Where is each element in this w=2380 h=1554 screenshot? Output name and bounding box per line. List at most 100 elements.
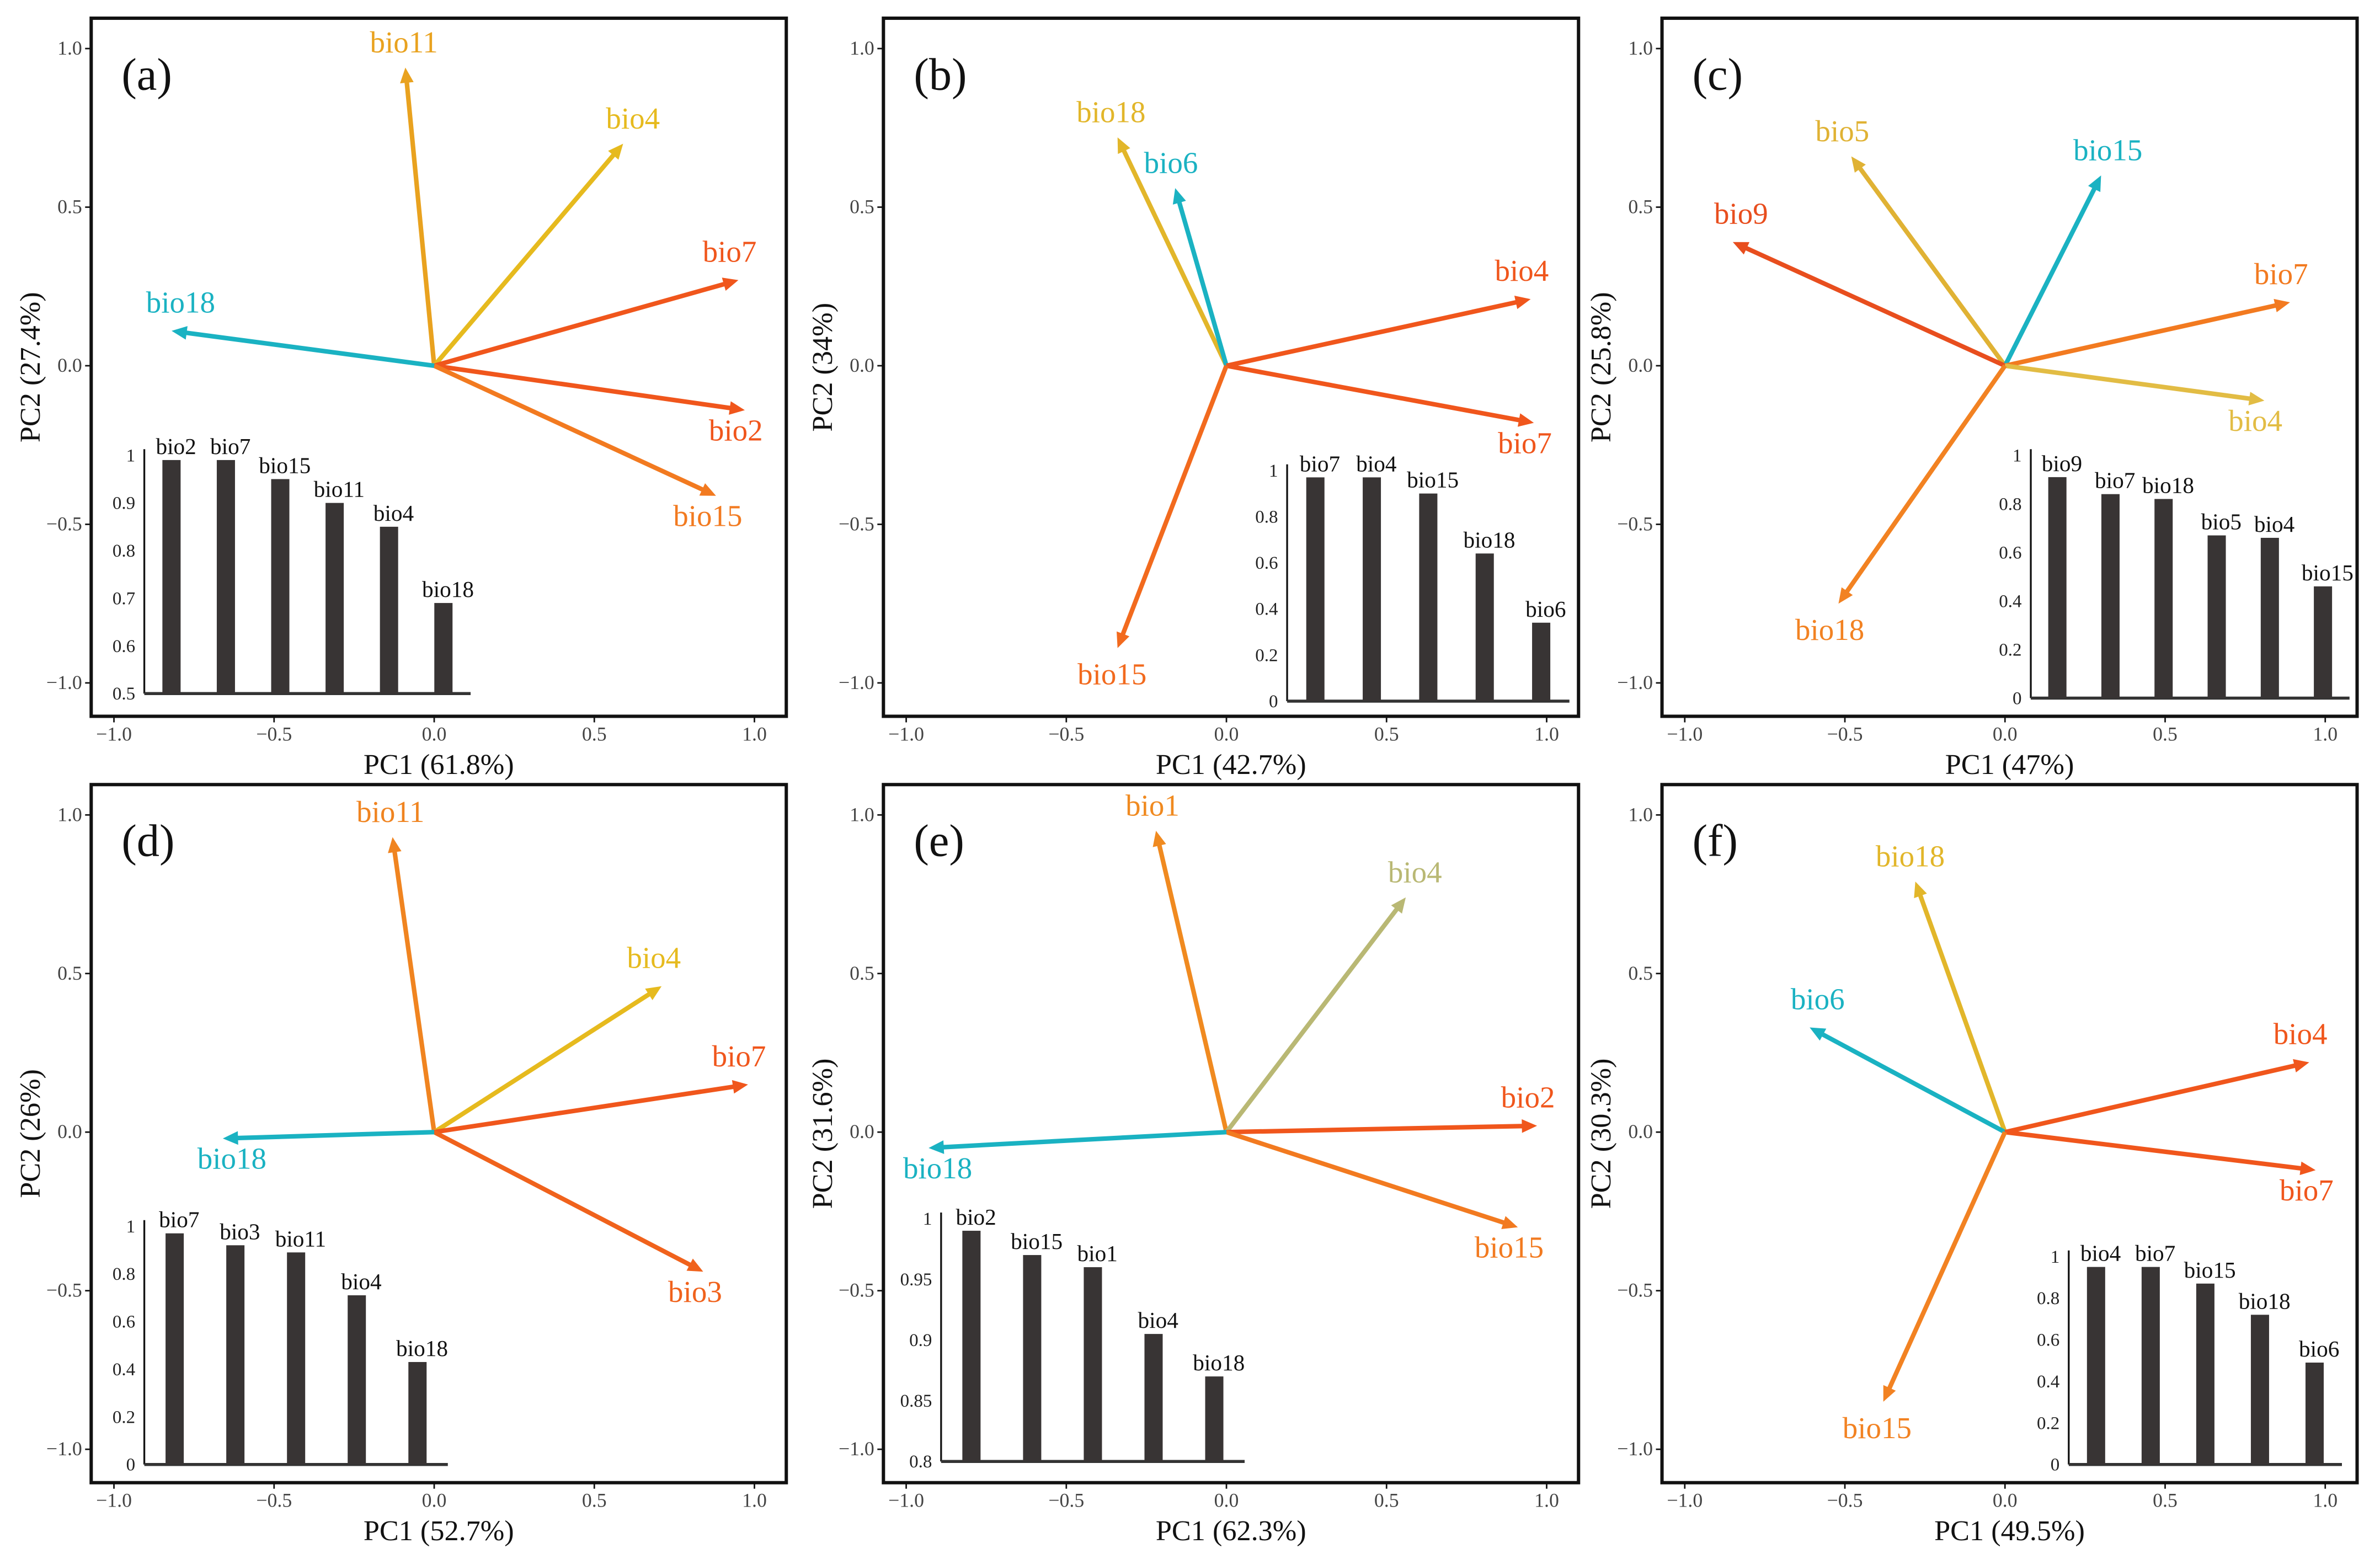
y-tick-label: −0.5 [839, 1279, 874, 1301]
inset-bar-bio5 [2207, 535, 2226, 698]
inset-y-tick-label: 0.6 [1255, 553, 1278, 573]
vector-line [434, 1083, 740, 1135]
vector-bio6: bio6 [1791, 982, 2007, 1134]
vector-bio18: bio18 [146, 286, 435, 369]
inset-bar-bio7 [2141, 1267, 2160, 1465]
x-tick-label: 1.0 [2313, 723, 2338, 745]
arrowhead-icon [699, 483, 716, 496]
vector-label: bio7 [1498, 426, 1552, 460]
vector-label: bio18 [903, 1151, 972, 1185]
x-tick-label: 0.5 [1374, 1489, 1399, 1512]
vector-bio18: bio18 [1795, 364, 2007, 647]
inset-bar-bio4 [348, 1295, 366, 1465]
x-tick-label: −0.5 [1827, 723, 1863, 745]
arrowhead-icon [729, 401, 745, 415]
vector-bio18: bio18 [1876, 840, 2008, 1133]
y-tick-label: 1.0 [850, 803, 874, 825]
panel-d: (d) 1.0 0.5 0.0 −0.5 −1.0 −1.0 −0.5 0.0 0.5 1.0 PC1… [14, 783, 788, 1547]
inset-bar-bio4 [2260, 537, 2279, 698]
arrowhead-icon [222, 1131, 238, 1145]
vector-bio7: bio7 [1226, 363, 1552, 460]
inset-bar-label: bio7 [2095, 468, 2135, 493]
x-axis-label: PC1 (52.7%) [364, 1515, 514, 1547]
inset-y-tick-label: 0.5 [113, 684, 135, 704]
x-tick-label: 1.0 [1534, 723, 1559, 745]
vector-bio4: bio4 [433, 941, 681, 1134]
vector-bio11: bio11 [356, 795, 437, 1133]
plot-frame [1660, 783, 2359, 1484]
x-tick-label: −0.5 [1048, 723, 1084, 745]
inset-bar-bio7 [1306, 477, 1325, 701]
vector-label: bio7 [2254, 257, 2308, 291]
plot-frame [882, 16, 1581, 718]
vector-line [1226, 1123, 1528, 1135]
vector-label: bio4 [1495, 254, 1549, 287]
inset-bar-label: bio4 [341, 1269, 381, 1294]
arrowhead-icon [388, 837, 402, 853]
inset-bar-label: bio4 [2080, 1241, 2121, 1266]
inset-bar-bio9 [2048, 477, 2067, 698]
arrowhead-icon [2299, 1161, 2316, 1176]
panel-letter: (c) [1693, 49, 1743, 99]
inset-bar-bio11 [325, 503, 344, 694]
inset-y-tick-label: 0.6 [113, 1312, 135, 1332]
y-tick-label: 0.0 [1628, 354, 1653, 376]
vector-line [391, 846, 437, 1133]
y-tick-label: 0.0 [57, 354, 82, 376]
y-tick-label: 1.0 [57, 37, 82, 59]
vector-line [432, 149, 619, 367]
arrowhead-icon [1914, 882, 1927, 899]
arrowhead-icon [1732, 242, 1750, 255]
arrowhead-icon [1838, 587, 1853, 604]
inset-bar-bio18 [434, 603, 453, 694]
x-axis-label: PC1 (61.8%) [364, 749, 514, 781]
inset-bar-label: bio1 [1077, 1241, 1118, 1266]
x-tick-label: 1.0 [742, 723, 767, 745]
inset-y-tick-label: 0 [1269, 692, 1278, 712]
y-axis-label: PC2 (30.3%) [1585, 1059, 1617, 1209]
vector-line [2004, 1130, 2307, 1172]
vector-bio7: bio7 [2004, 1130, 2334, 1207]
y-tick-label: −0.5 [1617, 512, 1653, 535]
vector-line [2004, 302, 2282, 369]
vector-bio15: bio15 [2003, 133, 2142, 367]
vector-line [1225, 1130, 1510, 1227]
inset-y-tick-label: 0.7 [113, 589, 135, 608]
inset-bar-chart: 0 0.2 0.4 0.6 0.8 1 bio7 bio4 bio15 bio18 bio6 [1255, 451, 1570, 712]
panel-letter: (d) [121, 815, 174, 866]
vector-line [2004, 363, 2256, 402]
y-tick-label: 0.5 [850, 196, 874, 218]
inset-bar-chart: 0.8 0.85 0.9 0.95 1 bio2 bio15 bio1 bio4 bio18 [900, 1204, 1245, 1472]
inset-y-tick-label: 0 [126, 1455, 136, 1475]
inset-y-tick-label: 0.2 [1999, 640, 2021, 660]
vector-label: bio15 [1843, 1411, 1912, 1445]
y-tick-label: −1.0 [1617, 671, 1653, 693]
inset-bar-label: bio11 [314, 477, 365, 502]
panel-letter: (b) [914, 49, 967, 99]
inset-y-tick-label: 0.2 [2037, 1413, 2059, 1433]
inset-y-tick-label: 0.2 [113, 1407, 135, 1427]
vector-label: bio1 [1125, 789, 1180, 823]
inset-y-tick-label: 0.4 [1255, 600, 1278, 620]
vector-bio4: bio4 [2004, 1017, 2328, 1135]
inset-bar-bio15 [2196, 1283, 2214, 1465]
vector-line [433, 280, 730, 368]
arrowhead-icon [1522, 1119, 1538, 1133]
vector-label: bio15 [1077, 658, 1146, 691]
vector-bio15: bio15 [1843, 1131, 2008, 1445]
vector-line [1226, 363, 1525, 424]
vector-line [1842, 364, 2007, 598]
inset-y-tick-label: 0.9 [909, 1331, 932, 1350]
vector-bio9: bio9 [1714, 197, 2006, 368]
x-tick-label: 0.0 [1214, 1489, 1239, 1512]
vector-line [1156, 839, 1229, 1133]
inset-bar-label: bio18 [2239, 1288, 2291, 1313]
inset-bar-chart: 0 0.2 0.4 0.6 0.8 1 bio7 bio3 bio11 bio4 bio18 [113, 1207, 448, 1475]
x-axis-label: PC1 (42.7%) [1156, 749, 1306, 781]
panel-letter: (a) [121, 49, 172, 99]
inset-bar-bio1 [1084, 1267, 1102, 1462]
arrowhead-icon [686, 1258, 703, 1272]
vector-label: bio7 [712, 1039, 766, 1073]
inset-bar-bio15 [1023, 1255, 1042, 1462]
plot-frame [89, 783, 788, 1484]
